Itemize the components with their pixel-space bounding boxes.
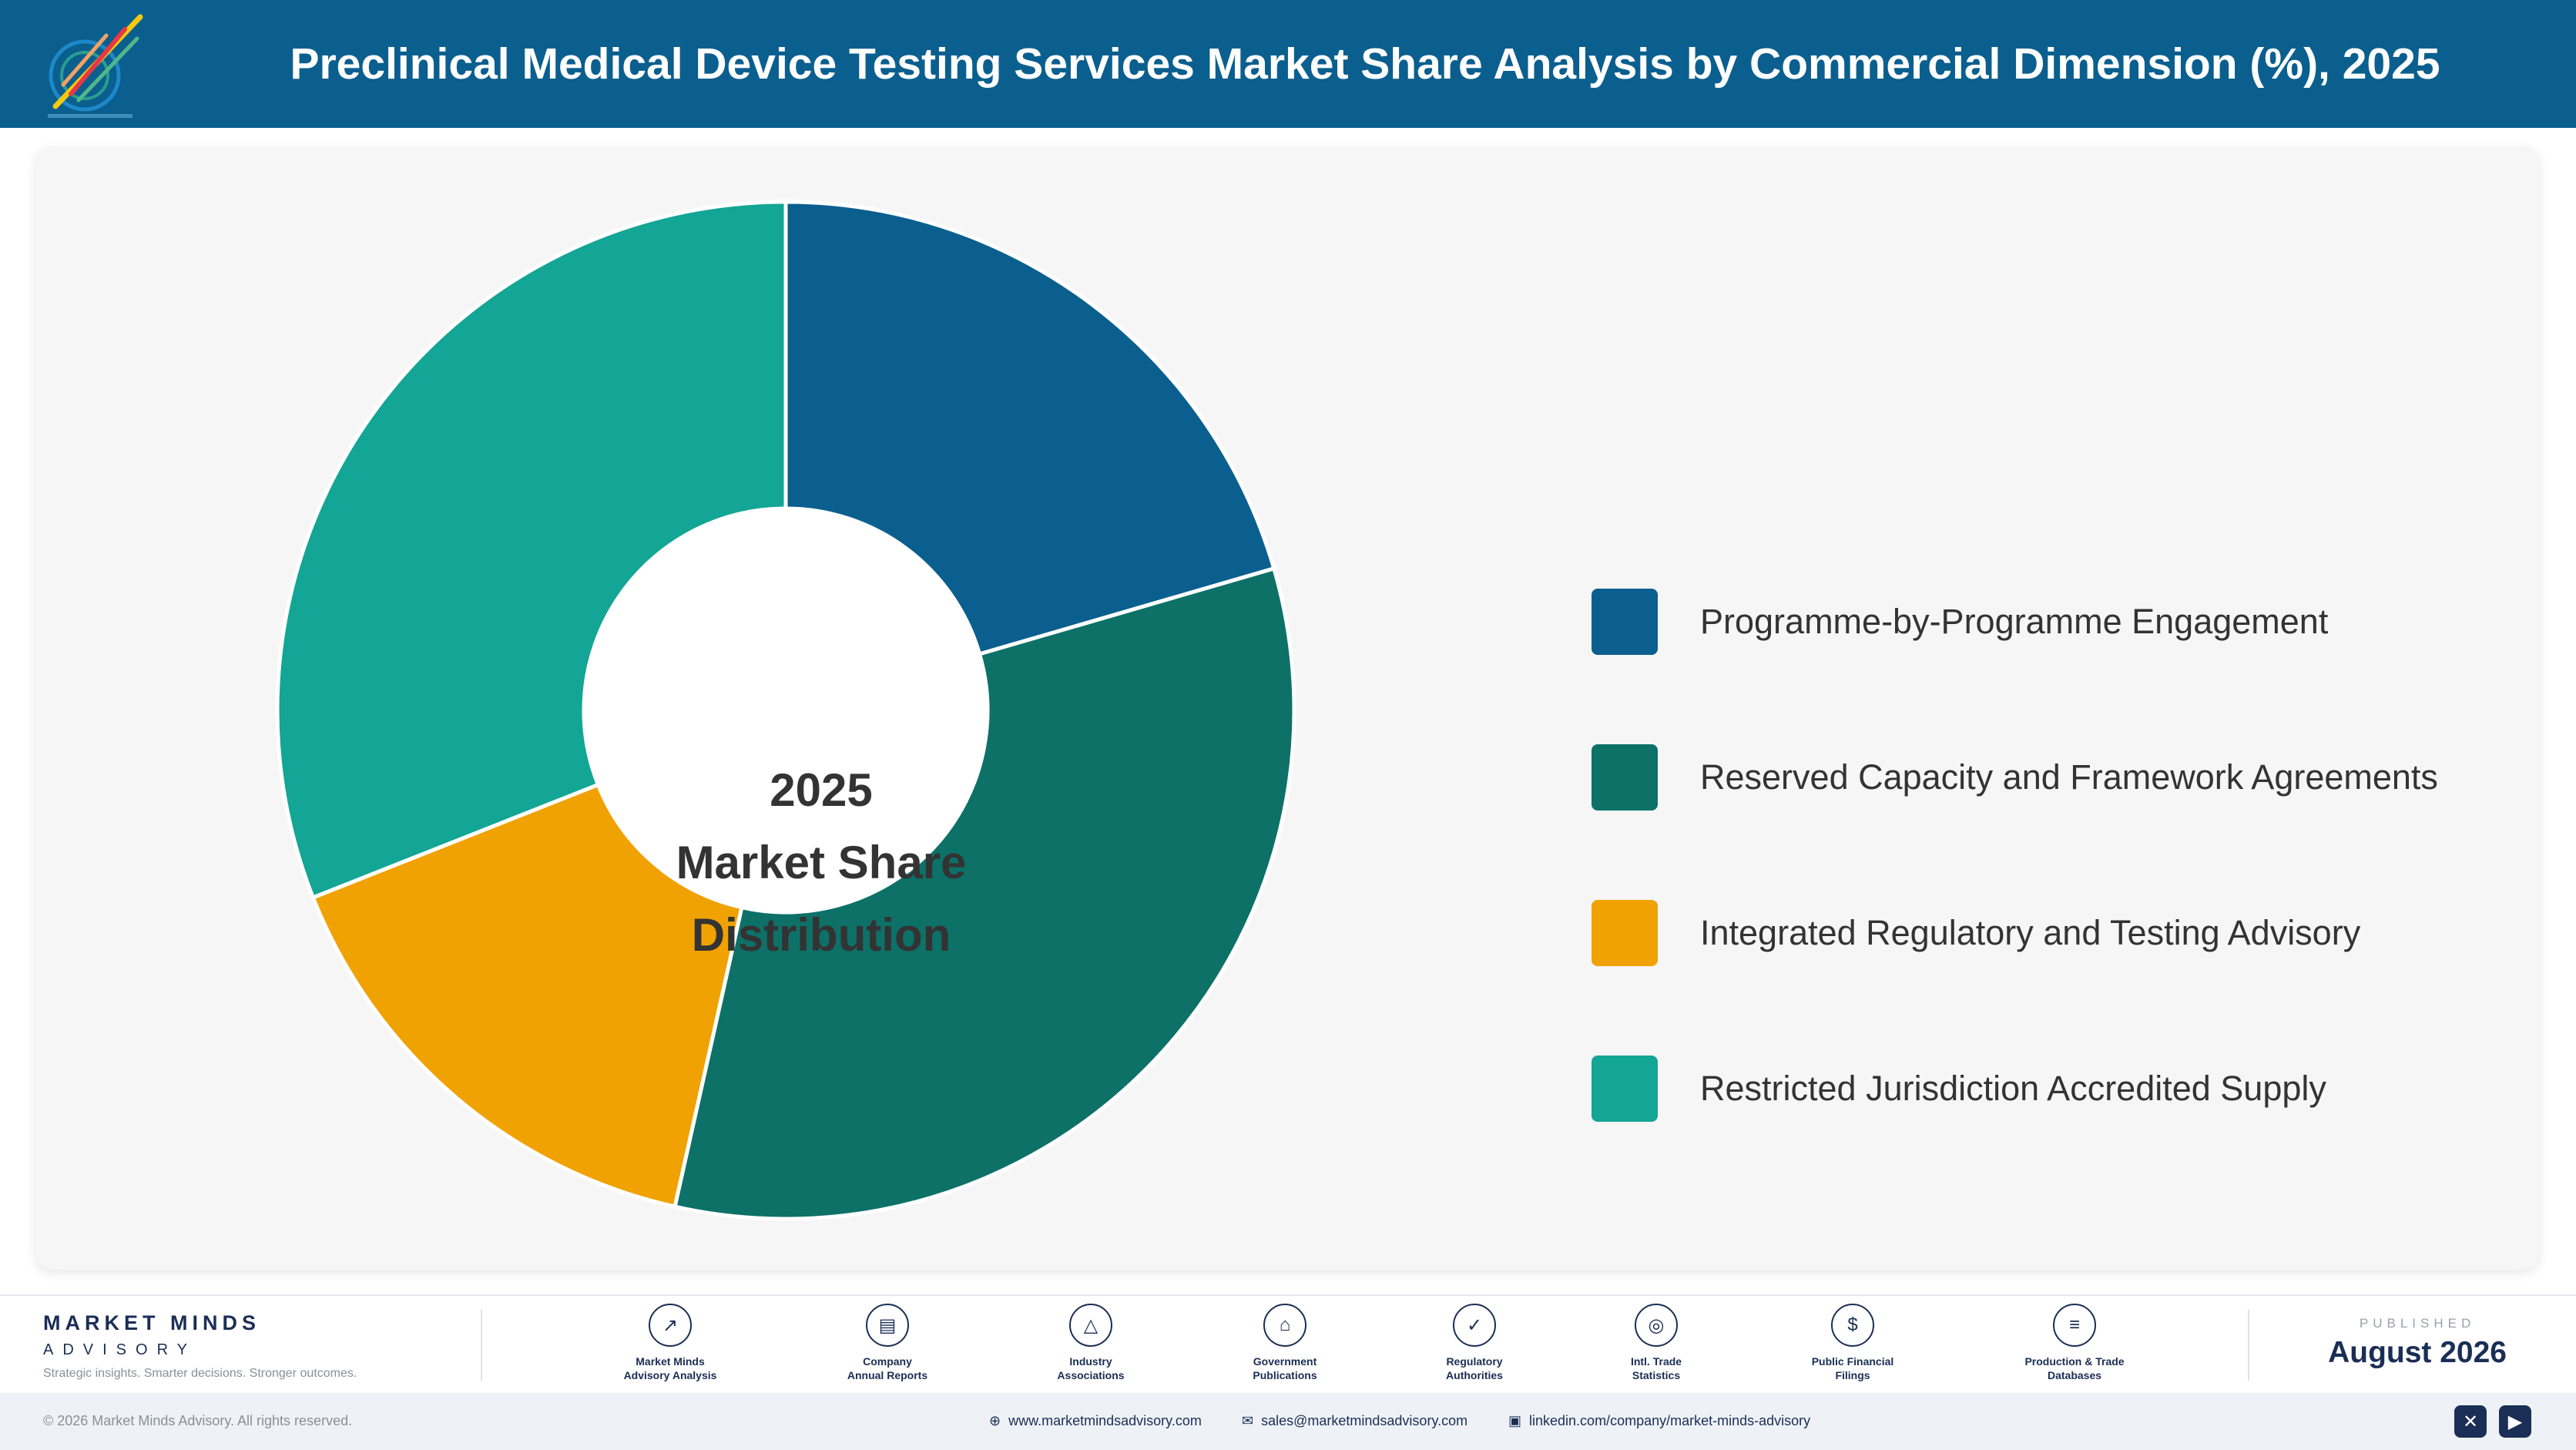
page-title: Preclinical Medical Device Testing Servi…	[290, 39, 2440, 89]
legend-item: Integrated Regulatory and Testing Adviso…	[1592, 900, 2360, 966]
legend-item: Reserved Capacity and Framework Agreemen…	[1592, 744, 2438, 811]
email-text: sales@marketmindsadvisory.com	[1261, 1413, 1468, 1428]
center-label-line-2: Market Share	[676, 837, 967, 888]
published-block: PUBLISHED August 2026	[2328, 1316, 2507, 1370]
source-label: Production & Trade Databases	[1997, 1354, 2152, 1382]
source-label-line-2: Advisory Analysis	[623, 1369, 717, 1381]
chart-card: 2025 Market Share Distribution Programme…	[35, 146, 2539, 1270]
linkedin-link[interactable]: ▣ linkedin.com/company/market-minds-advis…	[1508, 1413, 1810, 1429]
globe-icon: ◎	[1635, 1304, 1678, 1347]
source-label-line-2: Annual Reports	[847, 1369, 928, 1381]
source-label-line-1: Regulatory	[1446, 1355, 1503, 1368]
brand-tagline: Strategic insights. Smarter decisions. S…	[43, 1367, 357, 1380]
source-item: ▤ Company Annual Reports	[810, 1304, 964, 1382]
header-bar: Preclinical Medical Device Testing Servi…	[0, 0, 2576, 128]
source-label-line-1: Industry	[1069, 1355, 1112, 1368]
source-item: ◎ Intl. Trade Statistics	[1579, 1304, 1733, 1382]
source-label-line-1: Public Financial	[1811, 1355, 1894, 1368]
legend-swatch	[1592, 1056, 1658, 1122]
legend-label: Reserved Capacity and Framework Agreemen…	[1700, 757, 2438, 797]
database-icon: ≡	[2053, 1304, 2096, 1347]
legend-label: Restricted Jurisdiction Accredited Suppl…	[1700, 1069, 2326, 1108]
brand-name: MARKET MINDS	[43, 1311, 260, 1334]
company-logo	[48, 14, 143, 118]
center-label-line-1: 2025	[770, 764, 873, 816]
source-label-line-2: Authorities	[1446, 1369, 1503, 1381]
linkedin-text: linkedin.com/company/market-minds-adviso…	[1529, 1413, 1811, 1428]
chart-line-icon: ↗	[649, 1304, 692, 1347]
website-link[interactable]: ⊕ www.marketmindsadvisory.com	[989, 1413, 1202, 1429]
legend-swatch	[1592, 900, 1658, 966]
source-item: $ Public Financial Filings	[1776, 1304, 1930, 1382]
network-icon: △	[1069, 1304, 1112, 1347]
source-label-line-1: Company	[863, 1355, 912, 1368]
source-label-line-2: Filings	[1835, 1369, 1870, 1381]
dollar-icon: $	[1831, 1304, 1874, 1347]
legend-item: Restricted Jurisdiction Accredited Suppl…	[1592, 1056, 2326, 1122]
source-label: Company Annual Reports	[810, 1354, 964, 1382]
document-icon: ▤	[866, 1304, 909, 1347]
source-label: Regulatory Authorities	[1397, 1354, 1551, 1382]
donut-chart	[275, 200, 1296, 1221]
source-label: Market Minds Advisory Analysis	[593, 1354, 747, 1382]
source-label-line-2: Associations	[1057, 1369, 1125, 1381]
center-label-line-3: Distribution	[691, 909, 951, 961]
legend-swatch	[1592, 589, 1658, 655]
footer-contact-bar: © 2026 Market Minds Advisory. All rights…	[0, 1393, 2576, 1450]
youtube-social-icon[interactable]: ▶	[2499, 1405, 2531, 1438]
donut-hole	[584, 509, 988, 912]
source-label: Government Publications	[1208, 1354, 1362, 1382]
source-label-line-1: Government	[1253, 1355, 1317, 1368]
donut-slice-1	[783, 200, 1276, 657]
source-item: ⌂ Government Publications	[1208, 1304, 1362, 1382]
legend-label: Integrated Regulatory and Testing Adviso…	[1700, 913, 2361, 952]
source-label-line-1: Market Minds	[636, 1355, 705, 1368]
source-label-line-2: Databases	[2047, 1369, 2102, 1381]
email-link[interactable]: ✉ sales@marketmindsadvisory.com	[1242, 1413, 1467, 1429]
source-label-line-1: Intl. Trade	[1630, 1355, 1682, 1368]
footer-divider	[2248, 1310, 2249, 1381]
copyright-text: © 2026 Market Minds Advisory. All rights…	[43, 1413, 353, 1428]
brand-subtitle: ADVISORY	[43, 1341, 196, 1358]
published-label: PUBLISHED	[2359, 1316, 2476, 1331]
government-building-icon: ⌂	[1263, 1304, 1306, 1347]
donut-center-label: 2025 Market Share Distribution	[636, 747, 1006, 978]
published-date: August 2026	[2328, 1336, 2507, 1369]
source-label-line-2: Statistics	[1632, 1369, 1681, 1381]
website-text: www.marketmindsadvisory.com	[1008, 1413, 1202, 1428]
legend-swatch	[1592, 744, 1658, 811]
footer-sources-bar: MARKET MINDS ADVISORY Strategic insights…	[0, 1294, 2576, 1393]
source-label: Industry Associations	[1014, 1354, 1168, 1382]
globe-icon: ⊕	[989, 1413, 1001, 1428]
legend-item: Programme-by-Programme Engagement	[1592, 589, 2328, 655]
source-label-line-2: Publications	[1253, 1369, 1317, 1381]
footer-divider	[481, 1310, 482, 1381]
source-item: △ Industry Associations	[1014, 1304, 1168, 1382]
source-item: ↗ Market Minds Advisory Analysis	[593, 1304, 747, 1382]
source-item: ✓ Regulatory Authorities	[1397, 1304, 1551, 1382]
legend-label: Programme-by-Programme Engagement	[1700, 602, 2329, 641]
source-label-line-1: Production & Trade	[2024, 1355, 2125, 1368]
source-label: Intl. Trade Statistics	[1579, 1354, 1733, 1382]
x-social-icon[interactable]: ✕	[2454, 1405, 2487, 1438]
footer-brand: MARKET MINDS ADVISORY Strategic insights…	[43, 1311, 357, 1381]
shield-check-icon: ✓	[1453, 1304, 1496, 1347]
source-item: ≡ Production & Trade Databases	[1997, 1304, 2152, 1382]
linkedin-icon: ▣	[1508, 1413, 1522, 1428]
mail-icon: ✉	[1242, 1413, 1254, 1428]
source-label: Public Financial Filings	[1776, 1354, 1930, 1382]
